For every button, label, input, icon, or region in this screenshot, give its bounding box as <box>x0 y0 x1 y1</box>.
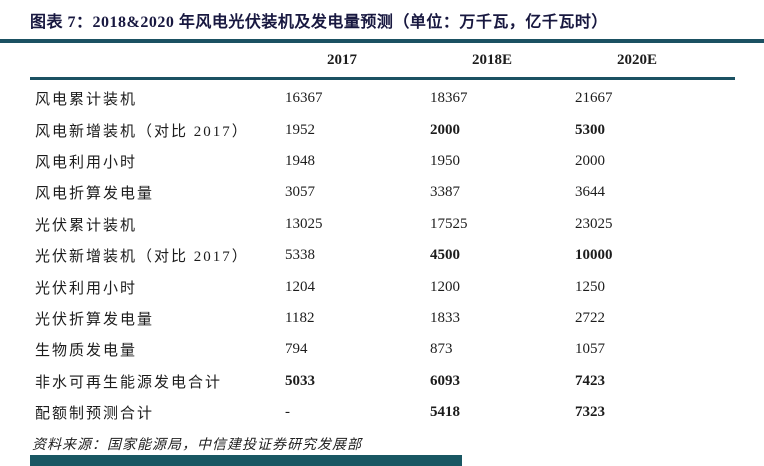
column-header-2020e: 2020E <box>617 51 658 68</box>
row-value: 1250 <box>575 278 605 295</box>
table-row: 光伏新增装机（对比 2017） 5338 4500 10000 <box>0 240 764 271</box>
table-row: 生物质发电量 794 873 1057 <box>0 334 764 365</box>
row-value: 1057 <box>575 341 605 358</box>
row-value: 2000 <box>575 152 605 169</box>
table-row: 非水可再生能源发电合计 5033 6093 7423 <box>0 366 764 397</box>
row-label: 风电折算发电量 <box>35 186 155 203</box>
table-row: 光伏折算发电量 1182 1833 2722 <box>0 303 764 334</box>
table-body: 风电累计装机 16367 18367 21667 风电新增装机（对比 2017）… <box>0 80 764 428</box>
row-value: 1948 <box>285 152 315 169</box>
table-row: 配额制预测合计 - 5418 7323 <box>0 397 764 428</box>
row-value: 5033 <box>285 372 315 389</box>
row-value: 1952 <box>285 121 315 138</box>
title-divider <box>0 39 764 43</box>
row-value: 10000 <box>575 247 613 264</box>
row-value: 18367 <box>430 90 468 107</box>
row-label: 光伏折算发电量 <box>35 311 155 328</box>
row-label: 光伏利用小时 <box>35 280 138 297</box>
row-value: 3644 <box>575 184 605 201</box>
row-value: 17525 <box>430 215 468 232</box>
row-value: 2000 <box>430 121 460 138</box>
table-header-row: 2017 2018E 2020E <box>0 43 764 77</box>
row-value: 1200 <box>430 278 460 295</box>
column-header-2018e: 2018E <box>472 51 513 68</box>
row-label: 风电新增装机（对比 2017） <box>35 123 249 140</box>
row-value: 16367 <box>285 90 323 107</box>
row-label: 风电利用小时 <box>35 154 138 171</box>
row-value: 5300 <box>575 121 605 138</box>
footer-accent-bar <box>30 455 462 466</box>
row-label: 生物质发电量 <box>35 343 138 360</box>
row-value: 1950 <box>430 152 460 169</box>
row-value: 3387 <box>430 184 460 201</box>
row-value: 1182 <box>285 309 315 326</box>
row-value: 5338 <box>285 247 315 264</box>
row-value: 2722 <box>575 309 605 326</box>
row-value: 7423 <box>575 372 605 389</box>
row-value: 873 <box>430 341 453 358</box>
row-value: 1833 <box>430 309 460 326</box>
figure-title: 图表 7：2018&2020 年风电光伏装机及发电量预测（单位：万千瓦，亿千瓦时… <box>30 14 608 31</box>
row-label: 配额制预测合计 <box>35 406 155 423</box>
table-row: 光伏利用小时 1204 1200 1250 <box>0 271 764 302</box>
row-label: 光伏累计装机 <box>35 217 138 234</box>
table-row: 风电新增装机（对比 2017） 1952 2000 5300 <box>0 114 764 145</box>
row-value: - <box>285 404 290 421</box>
row-label: 风电累计装机 <box>35 92 138 109</box>
table-row: 风电利用小时 1948 1950 2000 <box>0 146 764 177</box>
row-value: 5418 <box>430 404 460 421</box>
row-value: 4500 <box>430 247 460 264</box>
data-table: 2017 2018E 2020E 风电累计装机 16367 18367 2166… <box>0 43 764 428</box>
column-header-2017: 2017 <box>327 51 357 68</box>
row-label: 光伏新增装机（对比 2017） <box>35 249 249 266</box>
row-value: 1204 <box>285 278 315 295</box>
source-note: 资料来源：国家能源局，中信建投证券研究发展部 <box>32 438 362 454</box>
row-value: 794 <box>285 341 308 358</box>
row-value: 6093 <box>430 372 460 389</box>
row-value: 7323 <box>575 404 605 421</box>
table-row: 风电折算发电量 3057 3387 3644 <box>0 177 764 208</box>
header-divider <box>30 77 735 80</box>
row-value: 3057 <box>285 184 315 201</box>
row-value: 23025 <box>575 215 613 232</box>
table-row: 光伏累计装机 13025 17525 23025 <box>0 209 764 240</box>
row-value: 13025 <box>285 215 323 232</box>
row-label: 非水可再生能源发电合计 <box>35 374 223 391</box>
row-value: 21667 <box>575 90 613 107</box>
table-row: 风电累计装机 16367 18367 21667 <box>0 83 764 114</box>
report-figure: 图表 7：2018&2020 年风电光伏装机及发电量预测（单位：万千瓦，亿千瓦时… <box>0 8 764 466</box>
